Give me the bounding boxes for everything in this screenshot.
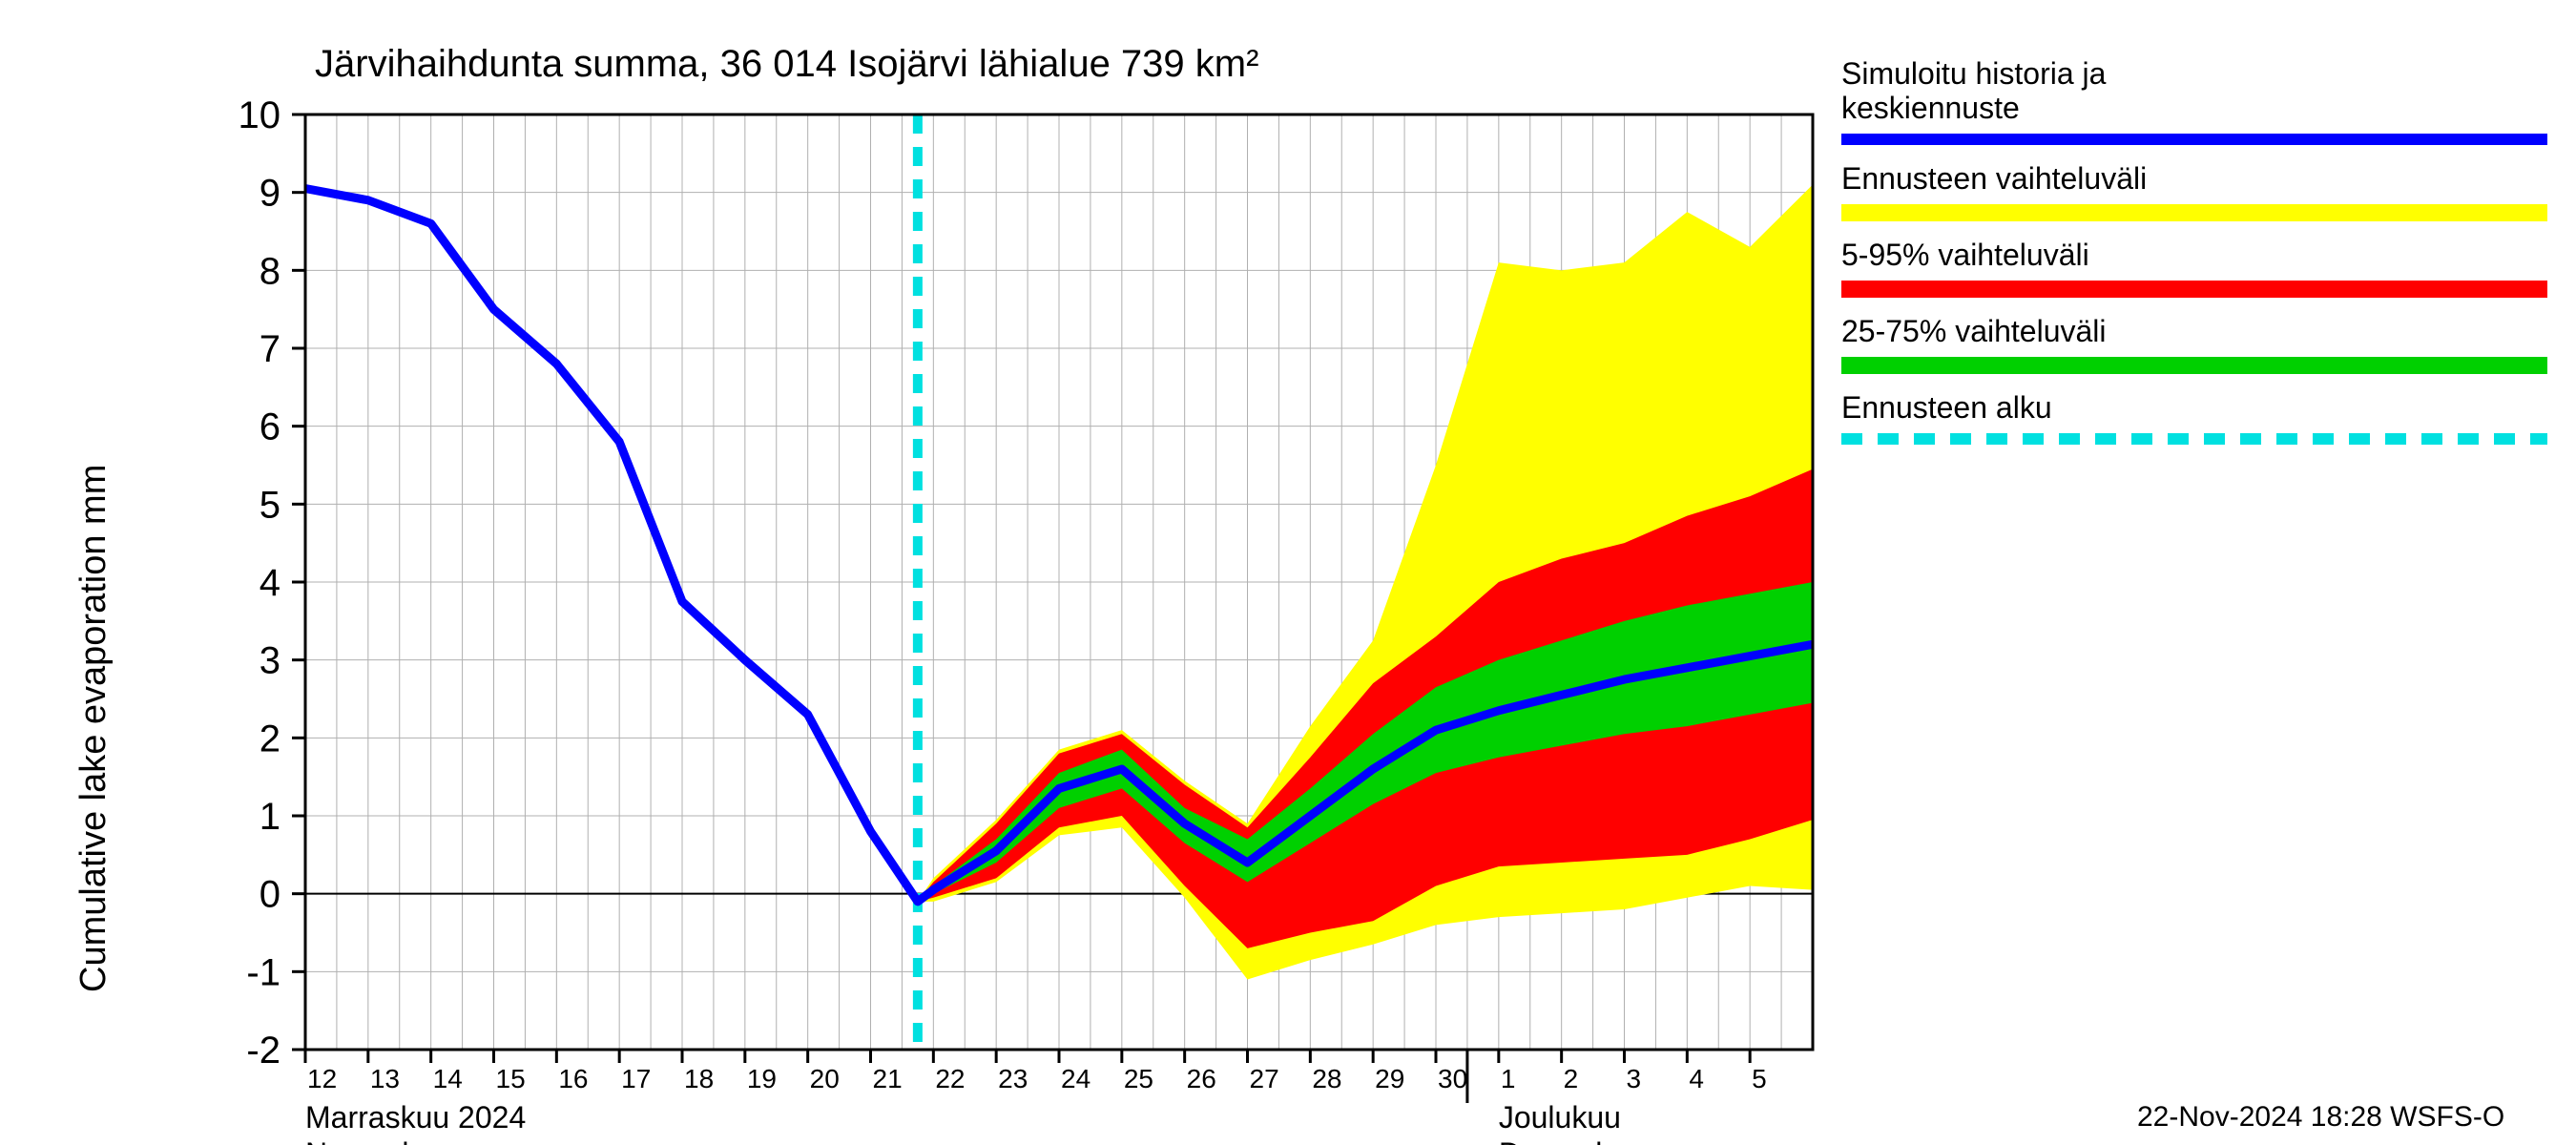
timestamp: 22-Nov-2024 18:28 WSFS-O (2137, 1101, 2504, 1133)
month-label: Joulukuu (1499, 1100, 1621, 1135)
month-label: November (305, 1136, 447, 1145)
x-tick-label: 29 (1375, 1064, 1404, 1093)
chart-svg: -2-1012345678910121314151617181920212223… (0, 0, 2576, 1145)
x-tick-label: 1 (1501, 1064, 1516, 1093)
chart-title: Järvihaihdunta summa, 36 014 Isojärvi lä… (315, 43, 1258, 85)
legend-label: 5-95% vaihteluväli (1841, 238, 2089, 272)
x-tick-label: 30 (1438, 1064, 1467, 1093)
x-tick-label: 13 (370, 1064, 400, 1093)
y-tick-label: 0 (260, 874, 280, 916)
x-tick-label: 20 (810, 1064, 840, 1093)
legend-label: 25-75% vaihteluväli (1841, 314, 2107, 348)
x-tick-label: 24 (1061, 1064, 1091, 1093)
x-tick-label: 3 (1627, 1064, 1642, 1093)
y-tick-label: 9 (260, 173, 280, 215)
x-tick-label: 16 (558, 1064, 588, 1093)
legend-label: Ennusteen vaihteluväli (1841, 161, 2147, 196)
y-tick-label: -2 (246, 1030, 280, 1072)
x-tick-label: 15 (496, 1064, 526, 1093)
legend-swatch (1841, 281, 2547, 298)
month-label: Marraskuu 2024 (305, 1100, 526, 1135)
legend-label: Simuloitu historia ja (1841, 56, 2107, 91)
y-tick-label: 8 (260, 250, 280, 292)
y-tick-label: 2 (260, 718, 280, 760)
y-tick-label: -1 (246, 951, 280, 993)
legend-swatch (1841, 357, 2547, 374)
chart-container: -2-1012345678910121314151617181920212223… (0, 0, 2576, 1145)
month-label: December (1499, 1136, 1640, 1145)
x-tick-label: 12 (307, 1064, 337, 1093)
x-tick-label: 26 (1187, 1064, 1216, 1093)
y-tick-label: 7 (260, 328, 280, 370)
x-tick-label: 23 (998, 1064, 1028, 1093)
y-tick-label: 6 (260, 406, 280, 448)
x-tick-label: 21 (873, 1064, 903, 1093)
y-tick-label: 1 (260, 796, 280, 838)
x-tick-label: 14 (433, 1064, 463, 1093)
y-tick-label: 4 (260, 562, 280, 604)
x-tick-label: 28 (1312, 1064, 1341, 1093)
x-tick-label: 2 (1564, 1064, 1579, 1093)
legend-label: keskiennuste (1841, 91, 2020, 125)
x-tick-label: 27 (1250, 1064, 1279, 1093)
y-tick-label: 5 (260, 484, 280, 526)
y-tick-label: 10 (239, 94, 281, 136)
legend-label: Ennusteen alku (1841, 390, 2052, 425)
y-tick-label: 3 (260, 640, 280, 682)
x-tick-label: 17 (621, 1064, 651, 1093)
x-tick-label: 22 (935, 1064, 965, 1093)
x-tick-label: 4 (1689, 1064, 1704, 1093)
y-axis-label: Cumulative lake evaporation mm (73, 465, 114, 992)
x-tick-label: 25 (1124, 1064, 1153, 1093)
x-tick-label: 18 (684, 1064, 714, 1093)
legend-swatch (1841, 204, 2547, 221)
x-tick-label: 19 (747, 1064, 777, 1093)
x-tick-label: 5 (1752, 1064, 1767, 1093)
